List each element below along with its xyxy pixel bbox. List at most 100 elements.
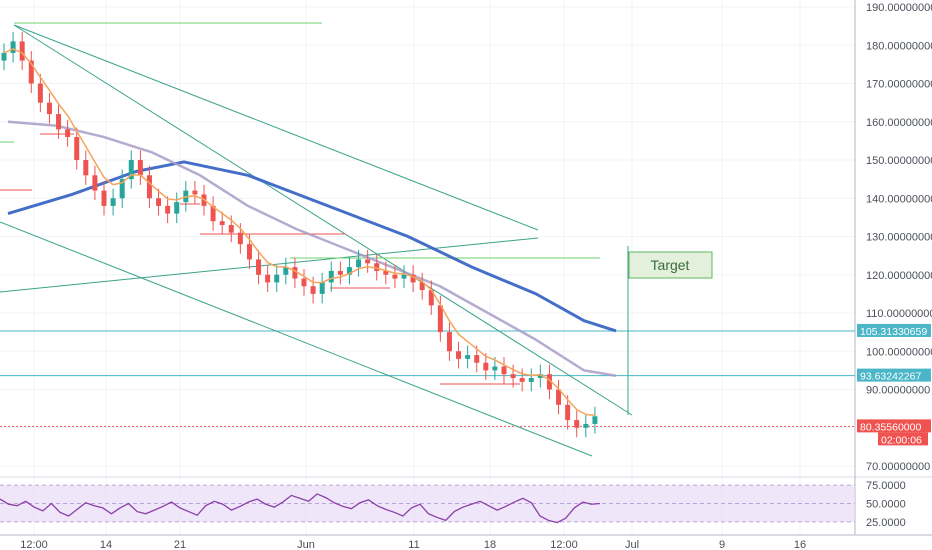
candle-body [101,190,107,206]
candle-body [192,190,198,195]
price-tag-label: 80.35560000 [860,421,921,433]
candle-body [428,290,434,306]
candle-body [146,175,152,199]
price-tick-label: 140.00000000 [866,193,932,205]
candle-body [337,270,343,275]
rsi-tick-label: 25.0000 [866,517,906,529]
price-tags: 105.31330659 93.63242267 80.3556000002:00:… [857,323,931,446]
candle-body [165,205,171,214]
price-tag [878,432,928,446]
price-tick-label: 100.00000000 [866,346,932,358]
price-tag [857,323,931,337]
trend-line [0,237,539,293]
candle-body [456,351,462,359]
candle-body [483,362,489,371]
candle-body [410,274,416,283]
time-tick-label: Jul [625,539,639,550]
candle-body [556,389,562,405]
candle-body [592,416,598,424]
candle-body [346,267,352,275]
time-tick-label: 12:00 [550,539,578,550]
trendline-drawings[interactable] [0,22,633,457]
candle-body [237,232,243,245]
candle-body [219,221,225,226]
candle-body [1,52,7,61]
rsi-tick-label: 75.0000 [866,480,906,492]
candle-body [519,378,525,382]
candle-body [28,60,34,84]
price-tag-label: 93.63242267 [860,371,921,383]
candle-body [119,179,125,199]
time-tick-label: Jun [297,539,315,550]
price-tag [857,419,931,433]
candle-body [110,198,116,206]
candle-body [437,305,443,333]
candle-body [92,175,98,191]
candle-body [528,378,534,382]
moving-average-line [7,160,617,333]
price-tick-label: 110.00000000 [866,308,932,320]
time-tick-label: 16 [794,539,806,550]
horizontal-levels [0,330,855,427]
price-axis[interactable]: 190.00000000 180.00000000 170.00000000 160.… [866,2,932,529]
price-tick-label: 130.00000000 [866,232,932,244]
candle-body [501,366,507,375]
moving-average-line [7,120,617,377]
candle-body [446,332,452,352]
trend-line [0,221,593,457]
candle-body [365,259,371,264]
candle-body [274,274,280,283]
candle-body [56,114,62,130]
candle-body [419,282,425,291]
target-box[interactable] [628,251,713,279]
candle-body [10,41,16,53]
time-axis[interactable]: 12:00 14 21 Jun 11 18 12:00 Jul 9 16 [20,539,806,550]
candle-body [83,160,89,176]
grid [0,0,932,536]
candle-body [583,423,589,428]
candle-body [174,202,180,214]
candle-body [374,263,380,271]
candle-body [492,366,498,371]
price-tag [857,368,931,382]
time-tick-label: 11 [408,539,419,550]
candle-body [574,420,580,428]
rsi-tick-label: 50.0000 [866,499,906,511]
price-tick-label: 180.00000000 [866,40,932,52]
time-tick-label: 21 [174,539,186,550]
short-ema-line [3,48,595,416]
candle-body [265,274,271,283]
candle-body [128,160,134,180]
price-tick-label: 170.00000000 [866,79,932,91]
candle-body [292,267,298,279]
price-tick-label: 190.00000000 [866,2,932,14]
candle-body [465,355,471,359]
price-tag-label: 02:00:06 [881,434,922,446]
candle-body [565,404,571,421]
candle-body [537,374,543,379]
target-annotation[interactable]: Target [628,251,713,279]
rsi-line [0,493,601,524]
price-tick-label: 90.00000000 [866,385,930,397]
rsi-pane [0,484,855,524]
price-tick-label: 120.00000000 [866,270,932,282]
candle-body [474,355,480,363]
candle-body [46,102,52,115]
price-tick-label: 70.00000000 [866,461,930,473]
candle-body [383,270,389,275]
candle-body [328,270,334,283]
candle-body [319,282,325,294]
price-tick-label: 160.00000000 [866,117,932,129]
candle-body [310,286,316,294]
price-tag-label: 105.31330659 [860,326,927,338]
trend-line [13,24,633,416]
time-tick-label: 9 [719,539,725,550]
candlesticks [1,31,598,438]
candle-body [74,137,80,160]
candle-body [301,278,307,287]
candle-body [228,225,234,233]
target-label: Target [651,257,690,273]
candle-body [246,244,252,260]
candle-body [401,274,407,279]
